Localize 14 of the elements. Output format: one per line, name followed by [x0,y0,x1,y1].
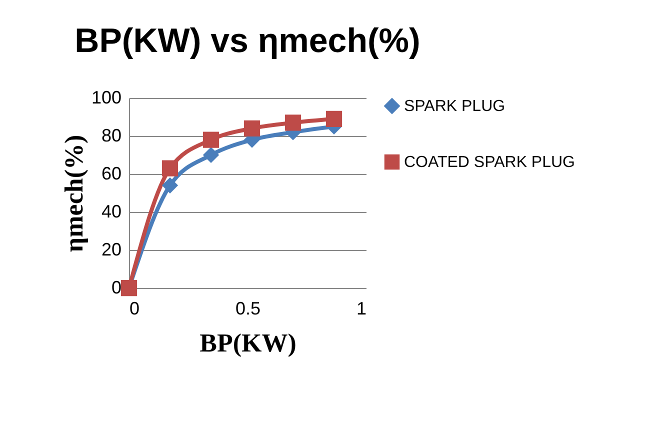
x-tick-label: 1 [356,298,366,318]
x-tick-label: 0.5 [235,298,261,318]
legend-label: SPARK PLUG [404,98,506,115]
x-axis-title: BP(KW) [200,328,296,358]
y-tick-label: 20 [101,240,122,260]
y-tick-label: 80 [101,126,122,146]
x-tick-label: 0 [130,298,140,318]
y-axis-title: ηmech(%) [59,134,88,252]
y-tick-label: 100 [91,88,122,108]
y-tick-label: 60 [101,164,122,184]
legend-label: COATED SPARK PLUG [404,154,575,171]
y-tick-label: 0 [111,278,122,298]
y-tick-label: 40 [101,202,122,222]
chart-title: BP(KW) vs ηmech(%) [74,22,420,60]
